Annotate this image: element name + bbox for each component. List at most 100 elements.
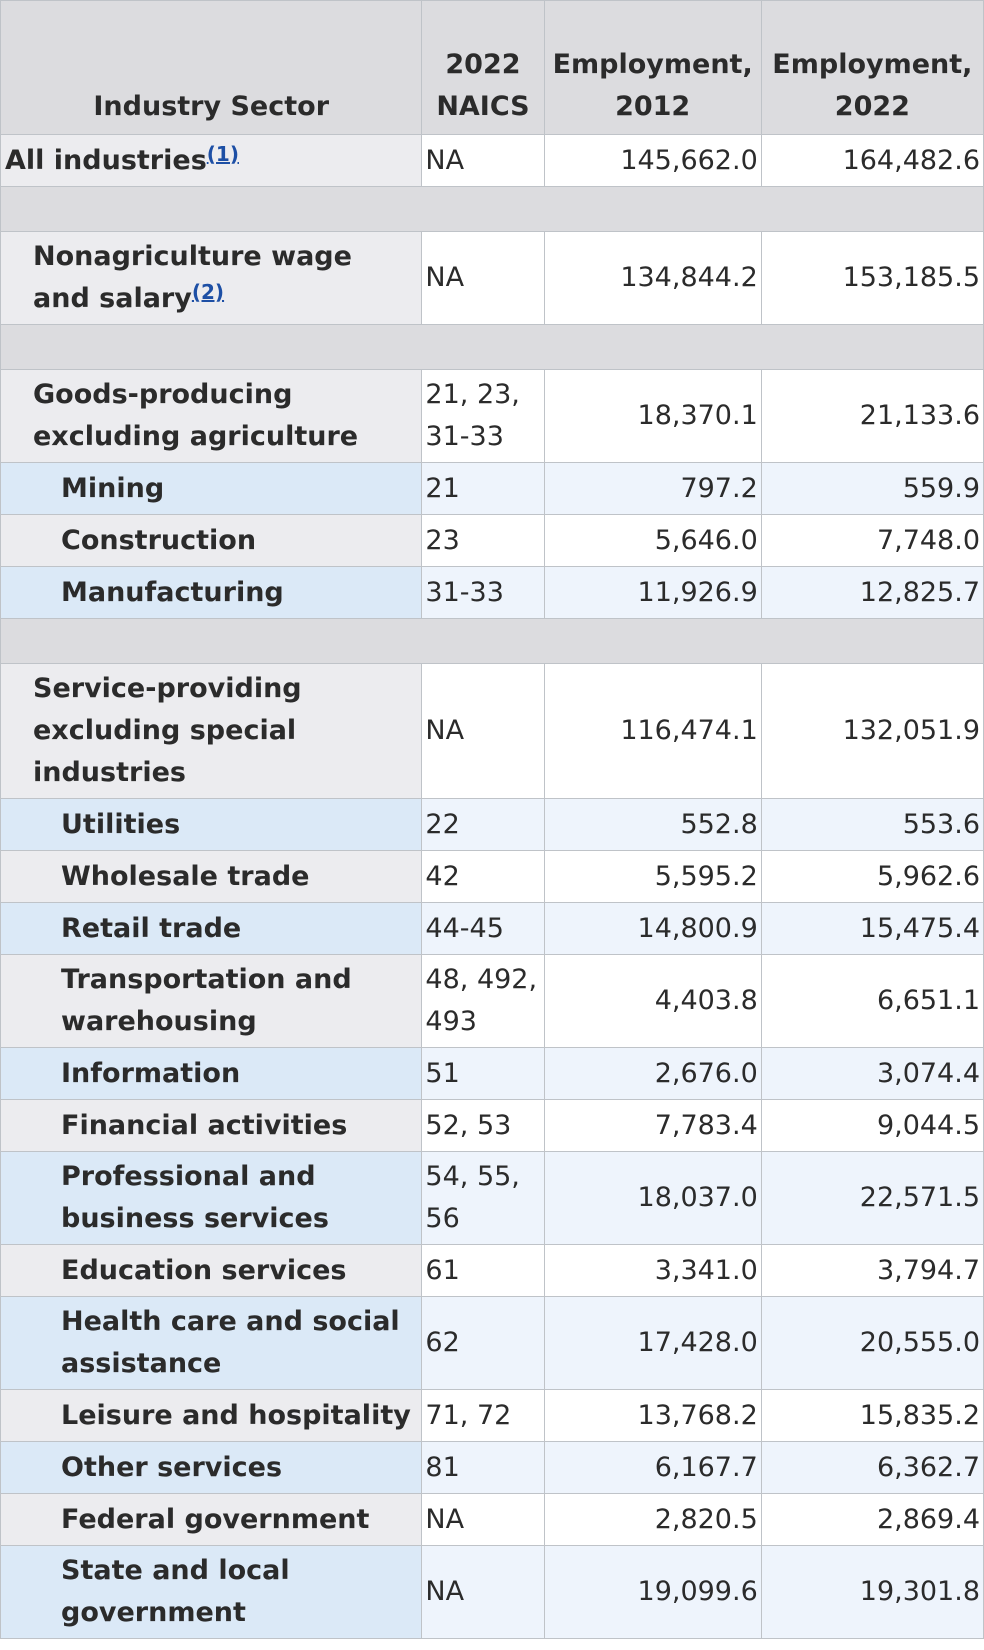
- table-row: Utilities 22 552.8 553.6: [0, 798, 984, 851]
- employment-2012-cell: 13,768.2: [543, 1389, 762, 1442]
- sector-cell: Financial activities: [0, 1099, 423, 1152]
- section-spacer: [0, 618, 984, 664]
- header-naics[interactable]: 2022 NAICS: [421, 0, 545, 135]
- employment-2022-cell: 9,044.5: [760, 1099, 984, 1152]
- header-row: Industry Sector 2022 NAICS Employment, 2…: [0, 0, 984, 135]
- table-row: Manufacturing 31-33 11,926.9 12,825.7: [0, 566, 984, 619]
- sector-cell: Construction: [0, 514, 423, 567]
- naics-cell: 51: [421, 1047, 545, 1100]
- naics-cell: NA: [421, 1493, 545, 1546]
- employment-2022-cell: 7,748.0: [760, 514, 984, 567]
- sector-cell: Retail trade: [0, 902, 423, 955]
- sector-cell: Goods-producing excluding agriculture: [0, 369, 423, 463]
- employment-2012-cell: 145,662.0: [543, 134, 762, 187]
- table-row: Information 51 2,676.0 3,074.4: [0, 1047, 984, 1100]
- employment-2012-cell: 6,167.7: [543, 1441, 762, 1494]
- table-row: Education services 61 3,341.0 3,794.7: [0, 1244, 984, 1297]
- sector-cell: Leisure and hospitality: [0, 1389, 423, 1442]
- employment-2022-cell: 132,051.9: [760, 663, 984, 799]
- footnote-link-1[interactable]: (1): [206, 141, 239, 166]
- footnote-link-2[interactable]: (2): [191, 280, 225, 304]
- sector-cell: Transportation and warehousing: [0, 954, 423, 1048]
- sector-cell: Utilities: [0, 798, 423, 851]
- sector-cell: Education services: [0, 1244, 423, 1297]
- employment-2012-cell: 3,341.0: [543, 1244, 762, 1297]
- employment-2022-cell: 3,794.7: [760, 1244, 984, 1297]
- sector-cell: Manufacturing: [0, 566, 423, 619]
- employment-2012-cell: 2,820.5: [543, 1493, 762, 1546]
- table-row: Nonagriculture wage and salary(2) NA 134…: [0, 231, 984, 325]
- table-row: Federal government NA 2,820.5 2,869.4: [0, 1493, 984, 1546]
- employment-2012-cell: 116,474.1: [543, 663, 762, 799]
- employment-2012-cell: 7,783.4: [543, 1099, 762, 1152]
- naics-cell: 22: [421, 798, 545, 851]
- table-row: All industries(1) NA 145,662.0 164,482.6: [0, 134, 984, 187]
- employment-2022-cell: 164,482.6: [760, 134, 984, 187]
- naics-cell: NA: [421, 1545, 545, 1639]
- sector-cell: Wholesale trade: [0, 850, 423, 903]
- naics-cell: 48, 492, 493: [421, 954, 545, 1048]
- naics-cell: NA: [421, 231, 545, 325]
- header-industry-sector[interactable]: Industry Sector: [0, 0, 423, 135]
- employment-2012-cell: 19,099.6: [543, 1545, 762, 1639]
- table-row: Professional and business services 54, 5…: [0, 1151, 984, 1245]
- naics-cell: 42: [421, 850, 545, 903]
- employment-2012-cell: 18,037.0: [543, 1151, 762, 1245]
- table-row: Goods-producing excluding agriculture 21…: [0, 369, 984, 463]
- employment-2022-cell: 12,825.7: [760, 566, 984, 619]
- table-row: Service-providing excluding special indu…: [0, 663, 984, 799]
- employment-2022-cell: 15,475.4: [760, 902, 984, 955]
- table-row: Mining 21 797.2 559.9: [0, 462, 984, 515]
- header-employment-2012[interactable]: Employment, 2012: [543, 0, 762, 135]
- table-row: State and local government NA 19,099.6 1…: [0, 1545, 984, 1639]
- employment-2012-cell: 5,595.2: [543, 850, 762, 903]
- naics-cell: 31-33: [421, 566, 545, 619]
- employment-2012-cell: 17,428.0: [543, 1296, 762, 1390]
- table-row: Wholesale trade 42 5,595.2 5,962.6: [0, 850, 984, 903]
- employment-2022-cell: 20,555.0: [760, 1296, 984, 1390]
- sector-cell: Mining: [0, 462, 423, 515]
- employment-2022-cell: 2,869.4: [760, 1493, 984, 1546]
- naics-cell: 81: [421, 1441, 545, 1494]
- naics-cell: 61: [421, 1244, 545, 1297]
- employment-2022-cell: 3,074.4: [760, 1047, 984, 1100]
- sector-label: All industries: [5, 144, 207, 176]
- employment-2022-cell: 6,362.7: [760, 1441, 984, 1494]
- employment-2012-cell: 18,370.1: [543, 369, 762, 463]
- employment-2022-cell: 6,651.1: [760, 954, 984, 1048]
- employment-2012-cell: 797.2: [543, 462, 762, 515]
- employment-2012-cell: 134,844.2: [543, 231, 762, 325]
- employment-2022-cell: 15,835.2: [760, 1389, 984, 1442]
- table-row: Health care and social assistance 62 17,…: [0, 1296, 984, 1390]
- employment-2012-cell: 552.8: [543, 798, 762, 851]
- employment-2012-cell: 14,800.9: [543, 902, 762, 955]
- employment-2012-cell: 2,676.0: [543, 1047, 762, 1100]
- table-row: Leisure and hospitality 71, 72 13,768.2 …: [0, 1389, 984, 1442]
- section-spacer: [0, 324, 984, 370]
- employment-2022-cell: 22,571.5: [760, 1151, 984, 1245]
- table-row: Other services 81 6,167.7 6,362.7: [0, 1441, 984, 1494]
- sector-cell: Nonagriculture wage and salary(2): [0, 231, 423, 325]
- employment-2022-cell: 5,962.6: [760, 850, 984, 903]
- naics-cell: 54, 55, 56: [421, 1151, 545, 1245]
- table-row: Financial activities 52, 53 7,783.4 9,04…: [0, 1099, 984, 1152]
- naics-cell: 21, 23, 31-33: [421, 369, 545, 463]
- naics-cell: 62: [421, 1296, 545, 1390]
- sector-cell: State and local government: [0, 1545, 423, 1639]
- employment-2022-cell: 553.6: [760, 798, 984, 851]
- naics-cell: 71, 72: [421, 1389, 545, 1442]
- employment-2012-cell: 5,646.0: [543, 514, 762, 567]
- employment-2012-cell: 4,403.8: [543, 954, 762, 1048]
- naics-cell: NA: [421, 134, 545, 187]
- section-spacer: [0, 186, 984, 232]
- naics-cell: NA: [421, 663, 545, 799]
- employment-2022-cell: 19,301.8: [760, 1545, 984, 1639]
- header-employment-2022[interactable]: Employment, 2022: [760, 0, 984, 135]
- sector-cell: Service-providing excluding special indu…: [0, 663, 423, 799]
- naics-cell: 23: [421, 514, 545, 567]
- employment-2012-cell: 11,926.9: [543, 566, 762, 619]
- employment-2022-cell: 153,185.5: [760, 231, 984, 325]
- naics-cell: 44-45: [421, 902, 545, 955]
- employment-2022-cell: 21,133.6: [760, 369, 984, 463]
